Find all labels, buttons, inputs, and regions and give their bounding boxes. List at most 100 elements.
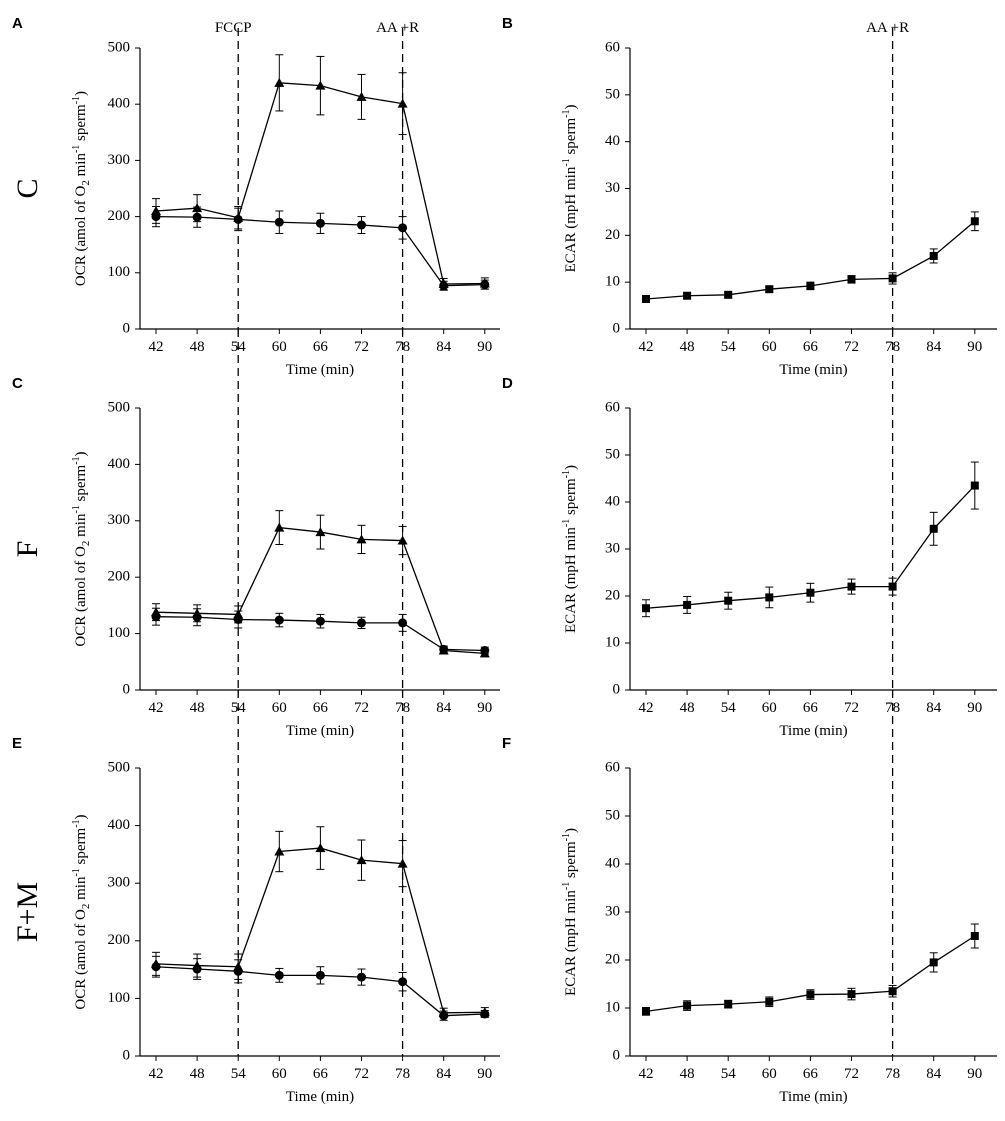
x-tick-label: 66 bbox=[803, 1066, 819, 1082]
y-axis-title-part: -1 bbox=[71, 96, 82, 104]
x-tick-label: 54 bbox=[721, 700, 737, 716]
circle-point bbox=[480, 1009, 490, 1019]
square-point bbox=[642, 604, 650, 613]
y-axis-title-part: ) bbox=[73, 814, 89, 819]
circle-point bbox=[480, 646, 490, 656]
y-axis-title-part: sperm bbox=[563, 118, 579, 159]
y-axis-title: ECAR (mpH min-1 sperm-1) bbox=[561, 465, 579, 633]
circle-point bbox=[357, 972, 366, 982]
y-axis-title-part: sperm bbox=[73, 827, 89, 868]
y-tick-label: 300 bbox=[108, 512, 131, 528]
square-point bbox=[847, 275, 856, 284]
y-axis-title-part: sperm bbox=[563, 841, 579, 882]
y-axis-title-part: -1 bbox=[71, 145, 82, 153]
y-tick-label: 100 bbox=[108, 625, 131, 641]
x-tick-label: 66 bbox=[313, 700, 329, 716]
y-tick-label: 40 bbox=[605, 133, 620, 149]
square-point bbox=[847, 990, 856, 999]
x-axis-title: Time (min) bbox=[779, 362, 847, 378]
square-point bbox=[929, 524, 938, 533]
circle-point bbox=[357, 618, 366, 628]
y-axis-title: OCR (amol of O2 min-1 sperm-1) bbox=[71, 814, 92, 1009]
annotation-aa-r: AA +R bbox=[376, 20, 419, 36]
x-tick-label: 90 bbox=[477, 1066, 492, 1082]
y-axis-title-part: ECAR (mpH min bbox=[563, 527, 579, 633]
y-axis-title-part: sperm bbox=[73, 464, 89, 505]
y-tick-label: 500 bbox=[108, 399, 131, 415]
circle-point bbox=[192, 612, 202, 622]
y-axis-title: ECAR (mpH min-1 sperm-1) bbox=[561, 828, 579, 996]
annotation-fccp: FCCP bbox=[215, 20, 252, 36]
series-line-square bbox=[645, 935, 976, 1013]
x-tick-label: 60 bbox=[762, 339, 777, 355]
square-point bbox=[642, 295, 650, 304]
circle-point bbox=[151, 212, 161, 222]
triangle-point bbox=[356, 534, 367, 544]
x-tick-label: 48 bbox=[680, 700, 695, 716]
y-axis-title-part: -1 bbox=[71, 868, 82, 876]
y-axis-title: ECAR (mpH min-1 sperm-1) bbox=[561, 105, 579, 273]
y-tick-label: 500 bbox=[108, 39, 131, 55]
annotation-aa-r: AA +R bbox=[866, 20, 909, 36]
y-tick-label: 300 bbox=[108, 152, 131, 168]
y-axis-title: OCR (amol of O2 min-1 sperm-1) bbox=[71, 91, 92, 286]
x-tick-label: 72 bbox=[354, 1066, 369, 1082]
circle-point bbox=[192, 212, 202, 222]
x-tick-label: 42 bbox=[639, 700, 654, 716]
square-point bbox=[765, 285, 774, 294]
y-axis-title-part: -1 bbox=[71, 456, 82, 464]
x-tick-label: 54 bbox=[721, 339, 737, 355]
x-tick-label: 60 bbox=[272, 1066, 287, 1082]
y-axis-title-part: min bbox=[73, 876, 89, 904]
x-tick-label: 48 bbox=[680, 339, 695, 355]
square-point bbox=[806, 588, 815, 597]
y-tick-label: 20 bbox=[605, 587, 620, 603]
y-axis-title-part: ) bbox=[73, 91, 89, 96]
square-point bbox=[724, 596, 733, 605]
y-axis-title-part: OCR (amol of O bbox=[73, 185, 89, 286]
x-axis-title: Time (min) bbox=[286, 723, 354, 739]
y-tick-label: 60 bbox=[605, 759, 620, 775]
y-tick-label: 30 bbox=[605, 180, 620, 196]
x-tick-label: 84 bbox=[436, 1066, 452, 1082]
row-label-0: C bbox=[11, 178, 44, 198]
x-tick-label: 42 bbox=[639, 339, 654, 355]
y-tick-label: 40 bbox=[605, 855, 620, 871]
circle-point bbox=[398, 618, 408, 628]
square-point bbox=[683, 1001, 692, 1010]
circle-point bbox=[274, 217, 284, 227]
panel-letter-c: C bbox=[12, 375, 23, 392]
circle-point bbox=[439, 281, 449, 291]
circle-point bbox=[151, 962, 161, 972]
square-point bbox=[888, 582, 897, 591]
y-tick-label: 400 bbox=[108, 817, 131, 833]
x-tick-label: 84 bbox=[436, 700, 452, 716]
circle-point bbox=[151, 612, 161, 622]
x-tick-label: 60 bbox=[272, 339, 287, 355]
triangle-point bbox=[315, 527, 326, 537]
circle-point bbox=[274, 615, 284, 625]
y-axis-title-part: 2 bbox=[80, 180, 92, 186]
triangle-point bbox=[397, 535, 408, 545]
y-tick-label: 400 bbox=[108, 96, 131, 112]
circle-point bbox=[233, 966, 243, 976]
square-point bbox=[724, 290, 733, 299]
x-tick-label: 48 bbox=[190, 1066, 205, 1082]
x-tick-label: 72 bbox=[354, 700, 369, 716]
y-tick-label: 0 bbox=[613, 681, 621, 697]
x-tick-label: 84 bbox=[926, 1066, 942, 1082]
square-point bbox=[929, 251, 938, 260]
square-point bbox=[806, 990, 815, 999]
circle-point bbox=[274, 970, 284, 980]
x-tick-label: 42 bbox=[149, 339, 164, 355]
x-tick-label: 54 bbox=[721, 1066, 737, 1082]
y-axis-title-part: OCR (amol of O bbox=[73, 546, 89, 647]
y-axis-title-part: ) bbox=[563, 465, 579, 470]
y-axis-title-part: ) bbox=[563, 828, 579, 833]
panel-letter-e: E bbox=[12, 735, 22, 752]
y-tick-label: 30 bbox=[605, 540, 620, 556]
square-point bbox=[642, 1007, 650, 1016]
panel-e: E F+M 0 100 200 300 400 500 42 48 54 60 66 72 78 84 90 Ti… bbox=[11, 690, 500, 1105]
